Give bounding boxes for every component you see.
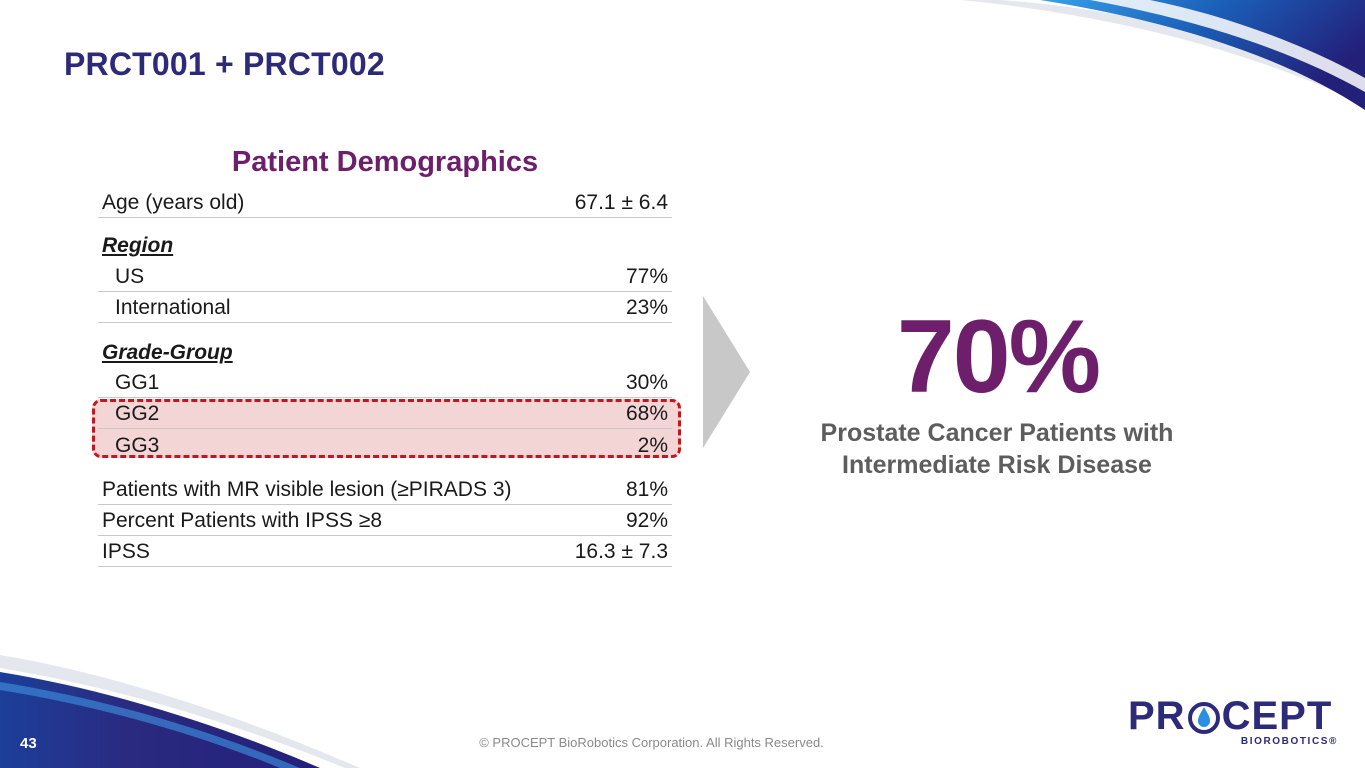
table-row-ipss-percent: Percent Patients with IPSS ≥8 92% [98, 505, 672, 536]
table-row-gg1: GG1 30% [98, 367, 672, 398]
section-heading: Grade-Group [102, 341, 233, 364]
table-row-us: US 77% [98, 261, 672, 292]
row-label: Percent Patients with IPSS ≥8 [102, 509, 382, 532]
caption-line-1: Prostate Cancer Patients with [820, 419, 1174, 447]
row-label: US [115, 265, 145, 288]
row-label: Age (years old) [102, 191, 245, 214]
row-value: 68% [625, 402, 668, 425]
row-value: 77% [625, 265, 668, 288]
top-right-swoosh-blue [1040, 0, 1365, 110]
table-section-grade-group: Grade-Group [98, 336, 672, 367]
chevron-right-arrow [703, 296, 750, 448]
logo-subtitle: BIOROBOTICS® [1240, 736, 1338, 747]
page-number: 43 [20, 735, 37, 752]
logo-wordmark: PR CEPT [1128, 694, 1332, 739]
row-label: IPSS [102, 540, 150, 563]
statistic-caption: Prostate Cancer Patients with Intermedia… [780, 417, 1214, 481]
row-value: 23% [625, 296, 668, 319]
row-label: International [115, 296, 231, 319]
bottom-left-swoosh-light [0, 655, 360, 768]
table-row-age: Age (years old) 67.1 ± 6.4 [98, 187, 672, 218]
table-row-gg2: GG2 68% [98, 398, 672, 429]
table-title: Patient Demographics [231, 146, 539, 178]
slide-title: PRCT001 + PRCT002 [64, 46, 385, 82]
row-value: 30% [625, 371, 668, 394]
row-value: 92% [625, 509, 668, 532]
row-label: GG3 [115, 434, 160, 457]
row-value: 16.3 ± 7.3 [574, 540, 668, 563]
logo-word-right: CEPT [1221, 694, 1333, 738]
section-heading: Region [102, 234, 174, 257]
row-value: 81% [625, 478, 668, 501]
key-statistic: 70% [896, 299, 1101, 415]
row-label: GG2 [115, 402, 160, 425]
table-section-region: Region [98, 229, 672, 260]
row-label: Patients with MR visible lesion (≥PIRADS… [102, 478, 512, 501]
row-label: GG1 [115, 371, 160, 394]
table-row-mr-lesion: Patients with MR visible lesion (≥PIRADS… [98, 474, 672, 505]
row-value: 2% [637, 434, 668, 457]
water-drop-icon [1187, 701, 1220, 734]
row-value: 67.1 ± 6.4 [574, 191, 668, 214]
table-row-ipss: IPSS 16.3 ± 7.3 [98, 536, 672, 567]
caption-line-2: Intermediate Risk Disease [842, 451, 1152, 479]
table-row-gg3: GG3 2% [98, 429, 672, 460]
logo-word-left: PR [1128, 694, 1186, 738]
bottom-left-swoosh-highlight [0, 682, 300, 768]
table-row-international: International 23% [98, 292, 672, 323]
footer-copyright: © PROCEPT BioRobotics Corporation. All R… [479, 735, 824, 750]
procept-logo: PR CEPT BIOROBOTICS® [1128, 694, 1340, 754]
